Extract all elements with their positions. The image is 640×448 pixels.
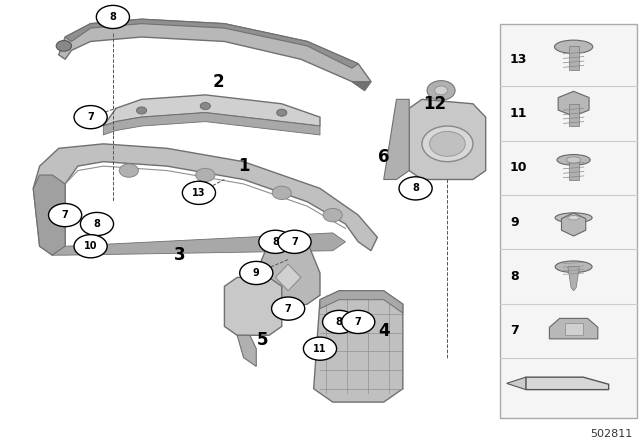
Polygon shape (256, 242, 320, 309)
Polygon shape (549, 319, 598, 339)
Text: 8: 8 (93, 219, 100, 229)
Text: 13: 13 (192, 188, 205, 198)
Text: 7: 7 (61, 210, 68, 220)
Circle shape (119, 164, 138, 177)
Circle shape (240, 261, 273, 284)
Polygon shape (526, 377, 609, 390)
Circle shape (435, 86, 447, 95)
Circle shape (323, 310, 356, 333)
Text: 7: 7 (355, 317, 362, 327)
Ellipse shape (566, 157, 580, 163)
Text: 7: 7 (510, 324, 518, 337)
Circle shape (278, 230, 311, 254)
Text: 8: 8 (335, 317, 342, 327)
Text: 6: 6 (378, 148, 390, 166)
Circle shape (323, 208, 342, 222)
Circle shape (97, 5, 129, 29)
Circle shape (276, 109, 287, 116)
Circle shape (196, 168, 215, 182)
Text: 7: 7 (87, 112, 94, 122)
Circle shape (427, 81, 455, 100)
Circle shape (422, 126, 473, 162)
Bar (568, 158, 579, 181)
Polygon shape (409, 99, 486, 180)
Text: 11: 11 (313, 344, 327, 353)
Polygon shape (33, 144, 378, 255)
Text: 10: 10 (84, 241, 97, 251)
Text: 2: 2 (212, 73, 224, 90)
Text: 13: 13 (510, 53, 527, 66)
Text: 8: 8 (272, 237, 279, 247)
Circle shape (200, 103, 211, 110)
Text: 502811: 502811 (590, 429, 632, 439)
Text: 7: 7 (291, 237, 298, 247)
Polygon shape (558, 91, 589, 116)
Bar (564, 323, 582, 335)
Circle shape (399, 177, 432, 200)
Text: 9: 9 (253, 268, 260, 278)
Polygon shape (52, 233, 346, 255)
Polygon shape (561, 213, 586, 236)
Polygon shape (275, 264, 301, 291)
Circle shape (303, 337, 337, 360)
Text: 1: 1 (238, 157, 250, 175)
Circle shape (259, 230, 292, 254)
Circle shape (182, 181, 216, 204)
Text: 12: 12 (423, 95, 446, 113)
Polygon shape (33, 175, 65, 255)
Polygon shape (103, 113, 320, 135)
Ellipse shape (568, 215, 579, 220)
Ellipse shape (555, 261, 592, 272)
Ellipse shape (557, 155, 590, 165)
Polygon shape (225, 277, 282, 335)
Circle shape (271, 297, 305, 320)
Circle shape (74, 106, 107, 129)
Polygon shape (59, 19, 371, 90)
Circle shape (429, 131, 465, 156)
Circle shape (272, 186, 291, 199)
Circle shape (81, 212, 113, 236)
Polygon shape (568, 267, 579, 291)
Ellipse shape (554, 40, 593, 53)
Text: 5: 5 (257, 331, 268, 349)
Polygon shape (314, 291, 403, 402)
Bar (568, 104, 579, 126)
Polygon shape (65, 19, 358, 68)
Polygon shape (507, 377, 526, 390)
Ellipse shape (555, 213, 592, 223)
Text: 8: 8 (109, 12, 116, 22)
Text: 8: 8 (412, 183, 419, 194)
Text: 7: 7 (285, 304, 291, 314)
Text: 8: 8 (510, 270, 518, 283)
Bar (500, 24, 637, 418)
Text: 9: 9 (510, 216, 518, 229)
Circle shape (49, 203, 82, 227)
Polygon shape (237, 335, 256, 366)
Text: 11: 11 (510, 107, 527, 120)
Polygon shape (320, 291, 403, 313)
Text: 4: 4 (378, 322, 390, 340)
Polygon shape (103, 95, 320, 126)
Circle shape (74, 235, 107, 258)
Circle shape (342, 310, 375, 333)
Circle shape (136, 107, 147, 114)
Text: 10: 10 (510, 161, 527, 174)
Polygon shape (384, 99, 409, 180)
Bar (568, 46, 579, 70)
Text: 3: 3 (174, 246, 186, 264)
Polygon shape (352, 82, 371, 90)
Circle shape (56, 41, 72, 51)
